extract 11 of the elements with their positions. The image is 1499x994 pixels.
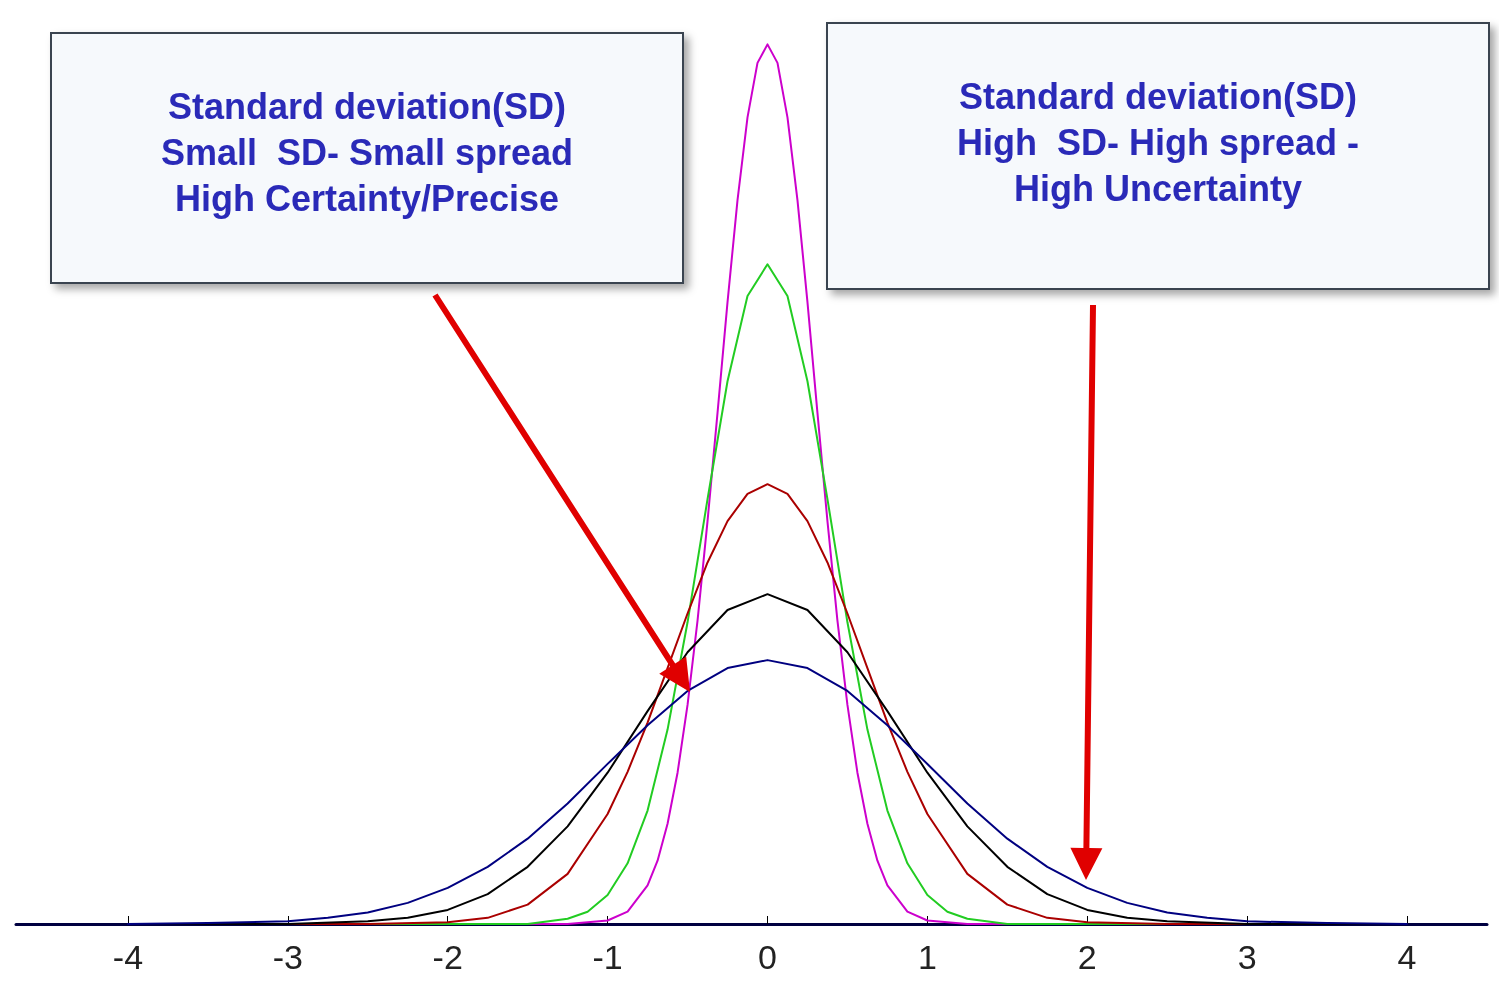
annotation: Standard deviation(SD) Small SD- Small spread High Certainty/Precise: [159, 85, 575, 221]
x-tick-label: -3: [272, 938, 303, 976]
x-tick-label: 1: [917, 938, 937, 976]
annotation: Standard deviation(SD) High SD- High spread - High Uncertainty: [956, 75, 1360, 211]
x-tick-label: -4: [112, 938, 144, 976]
x-tick-label: 3: [1237, 938, 1257, 976]
x-tick-label: -1: [592, 938, 623, 976]
x-tick-label: -2: [432, 938, 463, 976]
x-tick-label: 2: [1077, 938, 1097, 976]
x-tick-label: 4: [1397, 938, 1417, 976]
x-tick-label: 0: [758, 938, 777, 976]
